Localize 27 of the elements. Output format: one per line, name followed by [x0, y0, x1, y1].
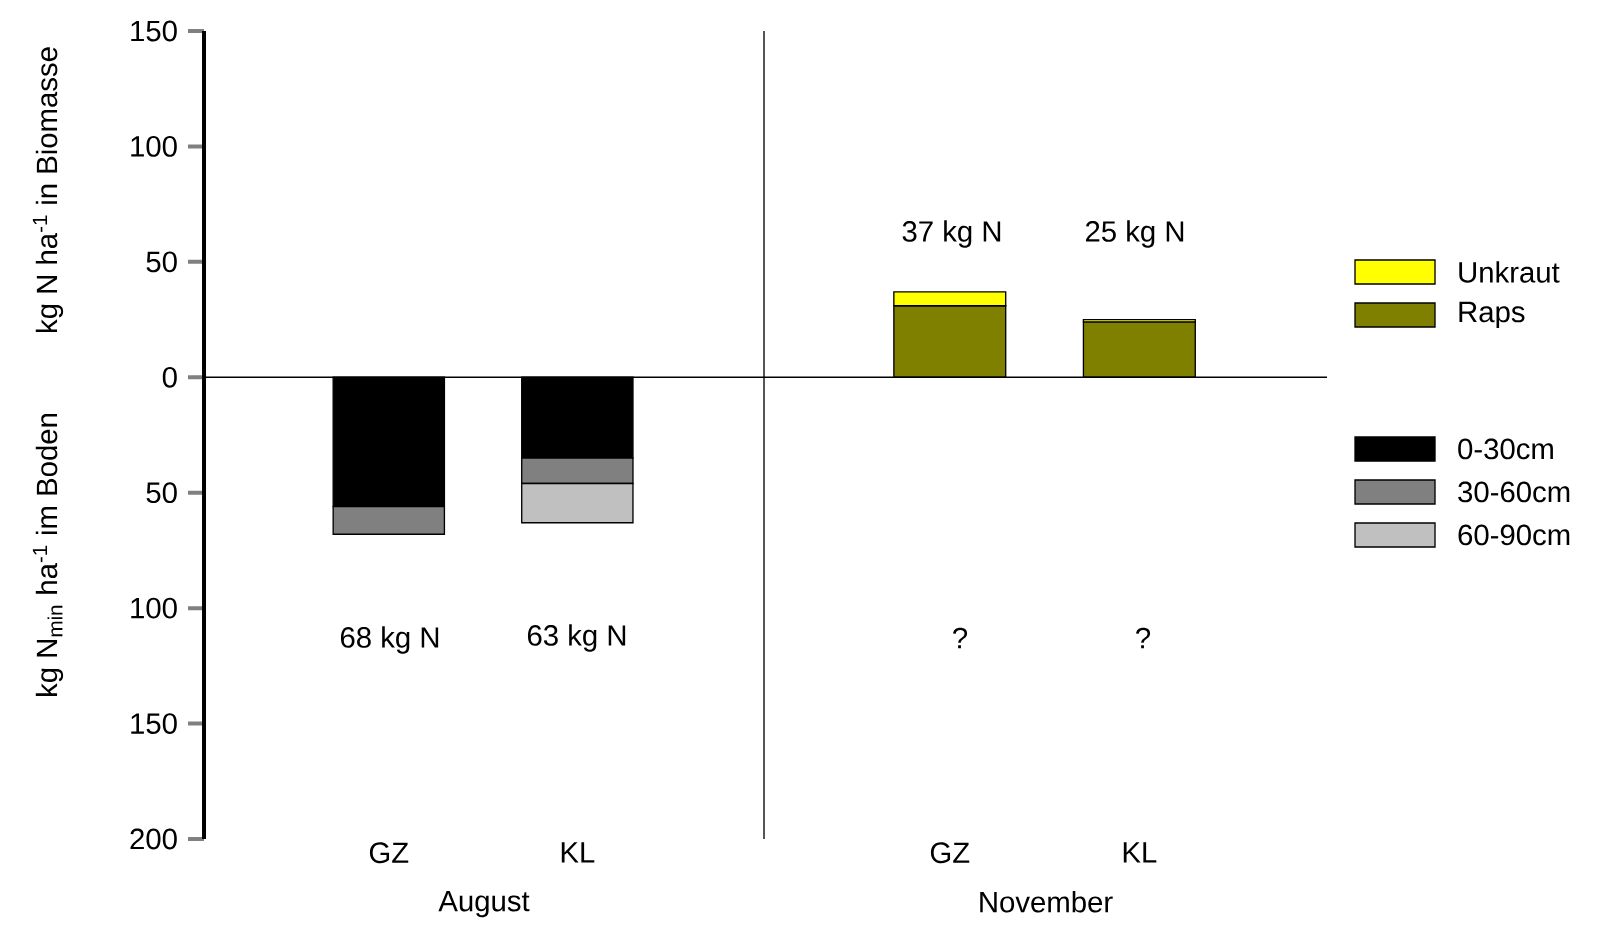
y-tick-label: 200	[130, 828, 177, 850]
legend-label: Raps	[1459, 301, 1525, 329]
y-tick-label: 0	[162, 366, 177, 388]
annotation: 25 kg N	[1085, 220, 1184, 248]
x-axis-title: August	[438, 890, 530, 918]
annotation: ?	[953, 627, 968, 649]
annotation: 37 kg N	[902, 220, 1001, 248]
y-tick-label: 50	[146, 482, 177, 504]
legend-label: 30-60cm	[1458, 481, 1570, 503]
y-tick-label: 150	[131, 713, 177, 734]
annotation: 68 kg N	[340, 626, 439, 654]
x-tick-label: KL	[561, 842, 595, 863]
x-tick-label: KL	[1123, 842, 1157, 863]
x-axis-title: November	[980, 890, 1113, 913]
y-axis-title: kg N ha$^{-1}$ in Biomasse	[32, 47, 64, 332]
y-tick-label: 100	[131, 597, 177, 619]
legend-label: Unkraut	[1459, 261, 1560, 283]
y-tick-label: 50	[146, 251, 177, 273]
legend-label: 60-90cm	[1458, 524, 1570, 546]
y-tick-label: 100	[131, 136, 177, 157]
x-tick-label: GZ	[930, 842, 970, 864]
y-tick-label: 150	[131, 20, 177, 42]
annotation: 63 kg N	[527, 624, 626, 652]
legend-label: 0-30cm	[1458, 438, 1553, 460]
text: kg N$_{min}$ ha$^{-1}$ im Boden	[32, 414, 64, 696]
annotation: ?	[1136, 627, 1151, 649]
x-tick-label: GZ	[369, 842, 409, 864]
